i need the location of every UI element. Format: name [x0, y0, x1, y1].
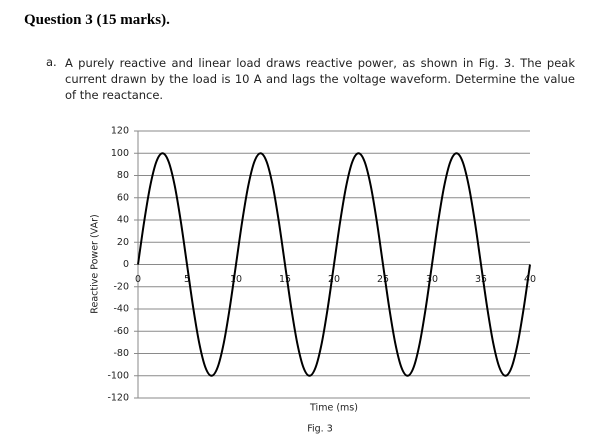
- waveform: [137, 152, 531, 377]
- x-tick-label: 35: [475, 274, 487, 285]
- figure-caption: Fig. 3: [307, 424, 333, 435]
- x-tick-label: 40: [524, 274, 536, 285]
- y-tick-label: -80: [113, 348, 129, 359]
- x-tick-label: 25: [377, 274, 389, 285]
- y-tick-label: 0: [123, 259, 129, 270]
- y-tick-label: 40: [117, 215, 129, 226]
- y-tick-label: -40: [113, 304, 129, 315]
- x-tick-label: 10: [230, 274, 242, 285]
- y-axis-title: Reactive Power (VAr): [90, 214, 101, 313]
- y-tick-label: -120: [107, 393, 129, 404]
- y-tick-label: -100: [107, 370, 129, 381]
- y-tick-label: 20: [117, 237, 129, 248]
- part-label: a.: [46, 55, 57, 69]
- question-title: Question 3 (15 marks).: [24, 12, 170, 28]
- question-text: A purely reactive and linear load draws …: [65, 56, 575, 102]
- y-tick-label: 100: [111, 148, 129, 159]
- y-tick-label: 60: [117, 192, 129, 203]
- x-axis-title: Time (ms): [309, 403, 358, 414]
- y-tick-label: -60: [113, 326, 129, 337]
- y-tick-label: -20: [113, 281, 129, 292]
- x-tick-label: 0: [135, 274, 141, 285]
- x-tick-label: 20: [328, 274, 340, 285]
- x-tick-label: 5: [184, 274, 190, 285]
- x-tick-label: 15: [279, 274, 291, 285]
- y-tick-label: 80: [117, 170, 129, 181]
- x-tick-label: 30: [426, 274, 438, 285]
- y-tick-label: 120: [111, 126, 129, 137]
